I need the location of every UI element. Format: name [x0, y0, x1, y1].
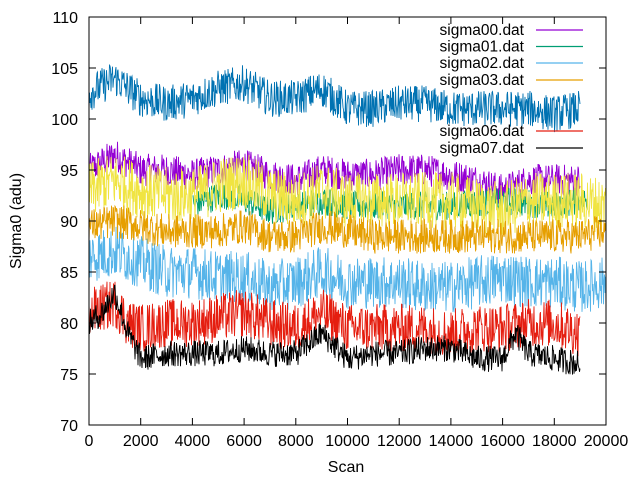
- x-tick-label: 14000: [429, 433, 474, 450]
- x-tick-label: 6000: [226, 433, 262, 450]
- series-sigma04-line: [88, 154, 607, 237]
- plot-frame: [88, 16, 607, 426]
- x-tick-label: 16000: [480, 433, 525, 450]
- legend-label: sigma02.dat: [440, 55, 525, 72]
- x-tick-label: 4000: [175, 433, 211, 450]
- y-tick-label: 70: [60, 418, 78, 435]
- x-tick-label: 18000: [532, 433, 577, 450]
- legend-label: sigma06.dat: [440, 123, 525, 140]
- y-tick-label: 75: [60, 367, 78, 384]
- legend: sigma00.datsigma01.datsigma02.datsigma03…: [440, 22, 583, 157]
- x-tick-label: 12000: [377, 433, 422, 450]
- legend-label: sigma01.dat: [440, 39, 525, 56]
- y-tick-label: 85: [60, 265, 78, 282]
- legend-label: sigma07.dat: [440, 140, 525, 157]
- y-tick-label: 95: [60, 163, 78, 180]
- x-tick-label: 2000: [123, 433, 159, 450]
- y-tick-label: 80: [60, 316, 78, 333]
- series-sigma07-line: [88, 284, 581, 375]
- series-layer: [88, 63, 607, 375]
- y-tick-label: 110: [52, 10, 78, 27]
- series-sigma06-line: [88, 281, 581, 357]
- x-tick-label: 8000: [278, 433, 314, 450]
- x-tick-label: 0: [85, 433, 94, 450]
- x-tick-label: 10000: [325, 433, 370, 450]
- axis-ticks: [88, 16, 607, 426]
- series-sigma02-line: [88, 226, 607, 314]
- x-tick-label: 20000: [584, 433, 629, 450]
- y-tick-label: 100: [51, 112, 78, 129]
- legend-label: sigma00.dat: [440, 22, 525, 39]
- y-tick-label: 90: [60, 214, 78, 231]
- series-sigma03-line: [88, 204, 607, 254]
- x-axis-title: Scan: [328, 459, 364, 476]
- y-tick-label: 105: [51, 61, 78, 78]
- series-sigma05-line: [88, 63, 581, 133]
- tick-labels: 0 2000 4000 6000 8000 10000 12000 14000 16000 180…: [51, 10, 628, 450]
- y-axis-title: Sigma0 (adu): [8, 173, 25, 269]
- legend-label: sigma03.dat: [440, 72, 525, 89]
